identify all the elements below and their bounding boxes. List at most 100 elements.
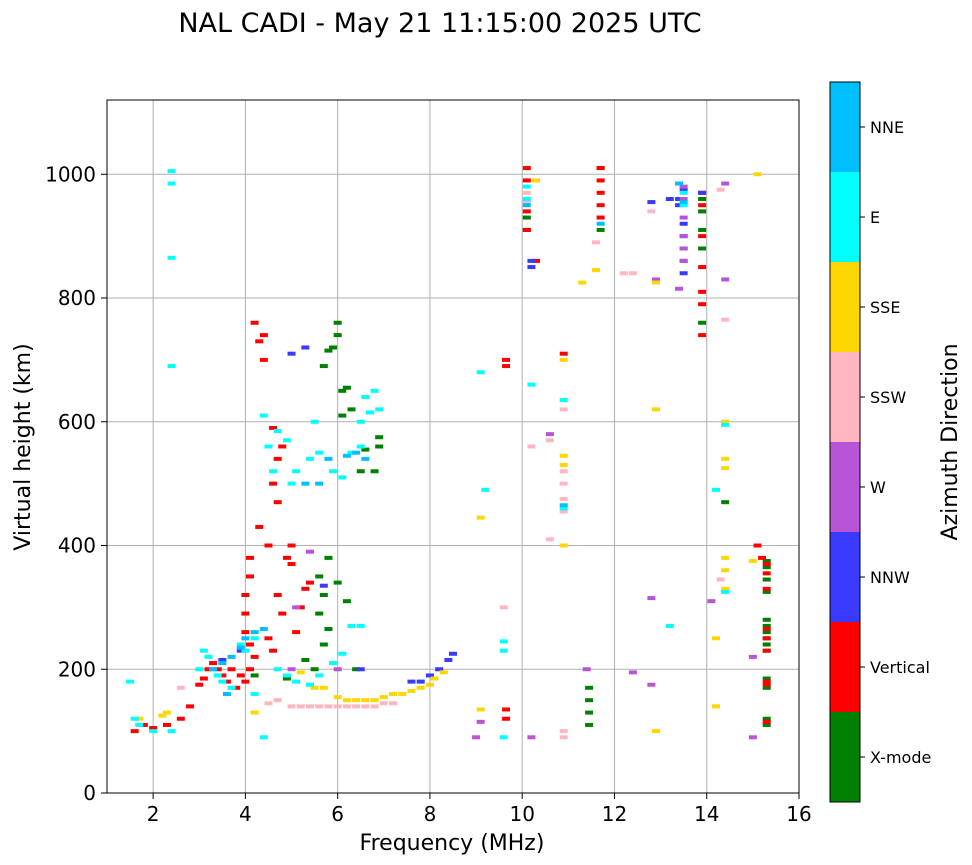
data-point <box>596 221 605 226</box>
colorbar-segment <box>830 82 860 172</box>
data-point <box>324 627 333 632</box>
data-point <box>527 735 536 740</box>
data-point <box>135 722 144 727</box>
data-point <box>246 555 255 560</box>
data-point <box>679 200 688 205</box>
data-point <box>698 203 707 208</box>
data-point <box>559 729 568 734</box>
data-point <box>241 611 250 616</box>
data-point <box>675 286 684 291</box>
data-point <box>527 444 536 449</box>
data-point <box>301 657 310 662</box>
data-point <box>342 698 351 703</box>
data-point <box>476 707 485 712</box>
data-point <box>559 463 568 468</box>
data-point <box>499 735 508 740</box>
data-point <box>199 676 208 681</box>
data-point <box>762 623 771 628</box>
series-sse <box>135 172 762 734</box>
data-point <box>209 667 218 672</box>
data-point <box>352 667 361 672</box>
data-point <box>698 227 707 232</box>
colorbar-label: Vertical <box>870 658 930 677</box>
data-point <box>296 704 305 709</box>
x-tick-label: 2 <box>147 802 160 826</box>
data-point <box>647 200 656 205</box>
data-point <box>305 456 314 461</box>
data-point <box>167 169 176 174</box>
data-point <box>269 425 278 430</box>
data-point <box>315 704 324 709</box>
data-point <box>305 704 314 709</box>
data-point <box>647 209 656 214</box>
data-point <box>444 657 453 662</box>
data-point <box>329 661 338 666</box>
y-tick-label: 400 <box>58 534 96 558</box>
data-point <box>527 258 536 263</box>
grid <box>107 100 800 794</box>
data-point <box>319 583 328 588</box>
data-point <box>301 481 310 486</box>
data-point <box>259 627 268 632</box>
data-point <box>596 215 605 220</box>
data-point <box>287 562 296 567</box>
series-vertical <box>130 166 771 734</box>
data-point <box>762 648 771 653</box>
series-nne <box>209 181 688 696</box>
data-point <box>356 667 365 672</box>
data-point <box>592 240 601 245</box>
data-point <box>721 456 730 461</box>
data-point <box>502 716 511 721</box>
data-point <box>578 280 587 285</box>
data-point <box>370 388 379 393</box>
data-point <box>522 203 531 208</box>
data-point <box>522 178 531 183</box>
data-point <box>762 636 771 641</box>
data-point <box>416 685 425 690</box>
data-point <box>721 568 730 573</box>
data-point <box>698 320 707 325</box>
data-point <box>287 351 296 356</box>
data-point <box>651 407 660 412</box>
data-point <box>698 333 707 338</box>
data-point <box>213 667 222 672</box>
data-point <box>352 704 361 709</box>
data-point <box>176 685 185 690</box>
data-point <box>748 558 757 563</box>
data-point <box>596 166 605 171</box>
data-point <box>158 713 167 718</box>
data-point <box>130 729 139 734</box>
data-point <box>651 729 660 734</box>
data-point <box>287 667 296 672</box>
data-point <box>250 654 259 659</box>
data-point <box>264 701 273 706</box>
data-point <box>227 685 236 690</box>
data-point <box>204 667 213 672</box>
data-point <box>259 357 268 362</box>
data-point <box>762 617 771 622</box>
data-point <box>545 537 554 542</box>
data-point <box>296 670 305 675</box>
data-point <box>273 429 282 434</box>
data-point <box>356 623 365 628</box>
data-point <box>347 450 356 455</box>
data-point <box>522 209 531 214</box>
data-point <box>315 673 324 678</box>
data-point <box>522 190 531 195</box>
colorbar-title: Azimuth Direction <box>938 343 963 540</box>
data-point <box>425 673 434 678</box>
data-point <box>352 450 361 455</box>
data-point <box>236 642 245 647</box>
data-point <box>301 345 310 350</box>
data-point <box>342 385 351 390</box>
data-point <box>338 413 347 418</box>
data-point <box>236 673 245 678</box>
data-point <box>126 679 135 684</box>
data-point <box>324 555 333 560</box>
data-point <box>319 593 328 597</box>
data-point <box>762 679 771 684</box>
data-point <box>439 670 448 675</box>
data-point <box>361 395 370 399</box>
colorbar-segment <box>830 442 860 532</box>
data-point <box>449 651 457 656</box>
